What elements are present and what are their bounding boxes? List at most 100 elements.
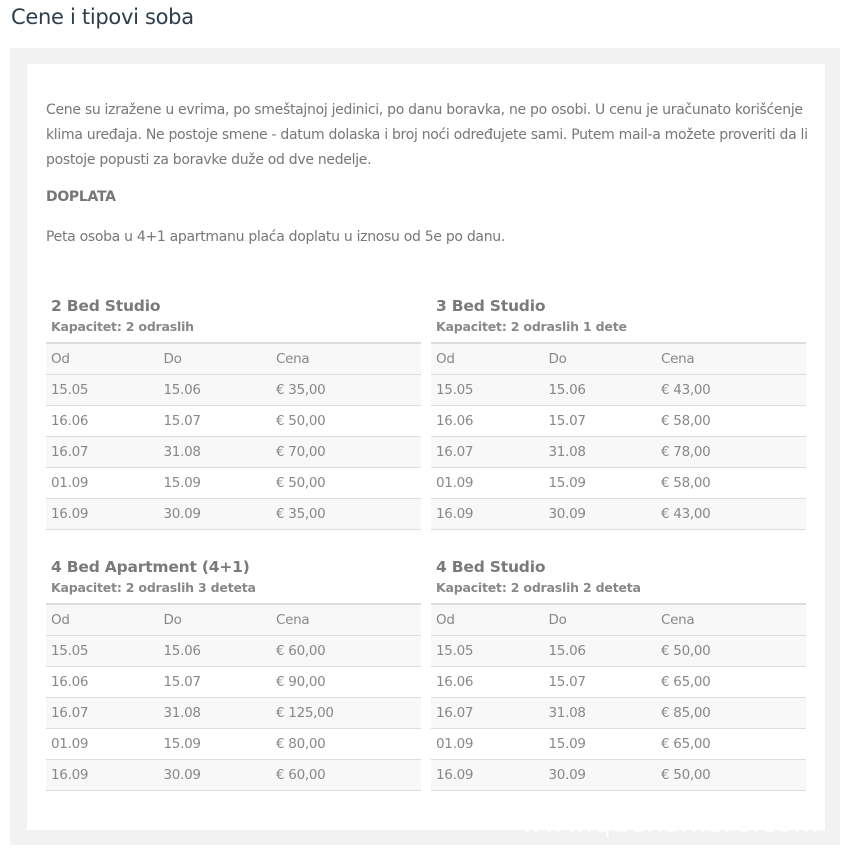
table-cell: 31.08 [158,697,271,729]
table-row: 15.05 15.06 € 35,00 [46,374,421,406]
table-row: 16.06 15.07 € 50,00 [46,405,421,437]
table-cell: € 60,00 [271,759,421,791]
table-row: 16.06 15.07 € 58,00 [431,405,806,437]
price-table: Od Do Cena 15.05 15.06 € 60,00 16.06 15.07 € 90,… [46,603,421,791]
column-header: Cena [656,604,806,636]
price-table: Od Do Cena 15.05 15.06 € 43,00 16.06 15.07 € 58,… [431,342,806,530]
content-panel: Cene su izražene u evrima, po smeštajnoj… [10,48,840,845]
table-cell: € 50,00 [271,467,421,499]
column-header: Do [158,343,271,375]
table-row: 16.07 31.08 € 78,00 [431,436,806,468]
table-cell: 15.06 [158,374,271,406]
table-cell: € 78,00 [656,436,806,468]
table-cell: 16.07 [431,436,544,468]
table-cell: 15.06 [158,635,271,667]
table-row: 16.09 30.09 € 50,00 [431,759,806,791]
room-title: 4 Bed Studio [436,558,546,576]
column-header: Cena [656,343,806,375]
table-cell: 01.09 [46,467,159,499]
table-cell: € 50,00 [271,405,421,437]
table-cell: € 50,00 [656,635,806,667]
column-header: Do [543,604,656,636]
table-cell: 16.09 [431,498,544,530]
table-cell: 16.09 [46,498,159,530]
room-capacity: Kapacitet: 2 odraslih 3 deteta [51,580,256,595]
table-cell: 16.09 [431,759,544,791]
price-table: Od Do Cena 15.05 15.06 € 50,00 16.06 15.07 € 65,… [431,603,806,791]
table-cell: 16.06 [431,666,544,698]
table-cell: 15.05 [431,635,544,667]
table-row: 01.09 15.09 € 80,00 [46,728,421,760]
room-capacity: Kapacitet: 2 odraslih [51,319,194,334]
table-cell: 15.06 [543,374,656,406]
table-row: 16.07 31.08 € 125,00 [46,697,421,729]
table-row: 16.09 30.09 € 43,00 [431,498,806,530]
table-cell: 15.09 [158,467,271,499]
surcharge-heading: DOPLATA [46,189,116,205]
table-cell: 15.05 [46,635,159,667]
table-cell: 15.05 [431,374,544,406]
price-table: Od Do Cena 15.05 15.06 € 35,00 16.06 15.07 € 50,… [46,342,421,530]
table-cell: 15.09 [158,728,271,760]
table-cell: 31.08 [543,436,656,468]
table-row: 01.09 15.09 € 65,00 [431,728,806,760]
table-cell: € 65,00 [656,728,806,760]
column-header: Do [543,343,656,375]
table-row: 16.06 15.07 € 90,00 [46,666,421,698]
column-header: Od [431,343,544,375]
watermark: www.quenamore.com [520,809,820,839]
table-row: 16.09 30.09 € 60,00 [46,759,421,791]
column-header: Cena [271,343,421,375]
table-cell: € 58,00 [656,405,806,437]
content-card: Cene su izražene u evrima, po smeštajnoj… [27,64,825,830]
table-cell: 15.07 [158,405,271,437]
table-cell: 30.09 [158,498,271,530]
table-cell: € 35,00 [271,374,421,406]
table-header: Od Do Cena [431,604,806,636]
table-cell: € 43,00 [656,374,806,406]
table-cell: 30.09 [158,759,271,791]
room-title: 3 Bed Studio [436,297,546,315]
room-price-table: 4 Bed Studio Kapacitet: 2 odraslih 2 det… [431,555,806,791]
table-cell: € 80,00 [271,728,421,760]
table-header: Od Do Cena [431,343,806,375]
column-header: Od [431,604,544,636]
table-cell: 16.06 [431,405,544,437]
room-capacity: Kapacitet: 2 odraslih 1 dete [436,319,627,334]
table-cell: € 70,00 [271,436,421,468]
table-cell: 15.06 [543,635,656,667]
table-cell: 15.05 [46,374,159,406]
table-row: 16.07 31.08 € 70,00 [46,436,421,468]
table-cell: 16.07 [46,436,159,468]
column-header: Do [158,604,271,636]
table-cell: € 58,00 [656,467,806,499]
room-title: 2 Bed Studio [51,297,161,315]
table-cell: 15.07 [543,666,656,698]
table-cell: € 90,00 [271,666,421,698]
table-cell: 01.09 [431,467,544,499]
room-price-table: 2 Bed Studio Kapacitet: 2 odraslih Od Do C… [46,294,421,530]
table-row: 01.09 15.09 € 50,00 [46,467,421,499]
table-row: 15.05 15.06 € 50,00 [431,635,806,667]
page-title: Cene i tipovi soba [11,5,194,29]
table-cell: 15.07 [543,405,656,437]
table-cell: 15.09 [543,467,656,499]
table-row: 01.09 15.09 € 58,00 [431,467,806,499]
table-cell: 16.09 [46,759,159,791]
table-cell: 15.07 [158,666,271,698]
room-price-table: 4 Bed Apartment (4+1) Kapacitet: 2 odras… [46,555,421,791]
table-cell: 30.09 [543,759,656,791]
table-cell: 01.09 [46,728,159,760]
table-cell: 16.07 [431,697,544,729]
table-row: 16.07 31.08 € 85,00 [431,697,806,729]
surcharge-text: Peta osoba u 4+1 apartmanu plaća doplatu… [46,229,505,245]
table-cell: € 125,00 [271,697,421,729]
table-cell: 16.06 [46,666,159,698]
table-row: 16.06 15.07 € 65,00 [431,666,806,698]
intro-text: Cene su izražene u evrima, po smeštajnoj… [46,98,816,173]
table-row: 16.09 30.09 € 35,00 [46,498,421,530]
room-price-table: 3 Bed Studio Kapacitet: 2 odraslih 1 det… [431,294,806,530]
table-cell: € 35,00 [271,498,421,530]
column-header: Od [46,604,159,636]
table-cell: € 60,00 [271,635,421,667]
